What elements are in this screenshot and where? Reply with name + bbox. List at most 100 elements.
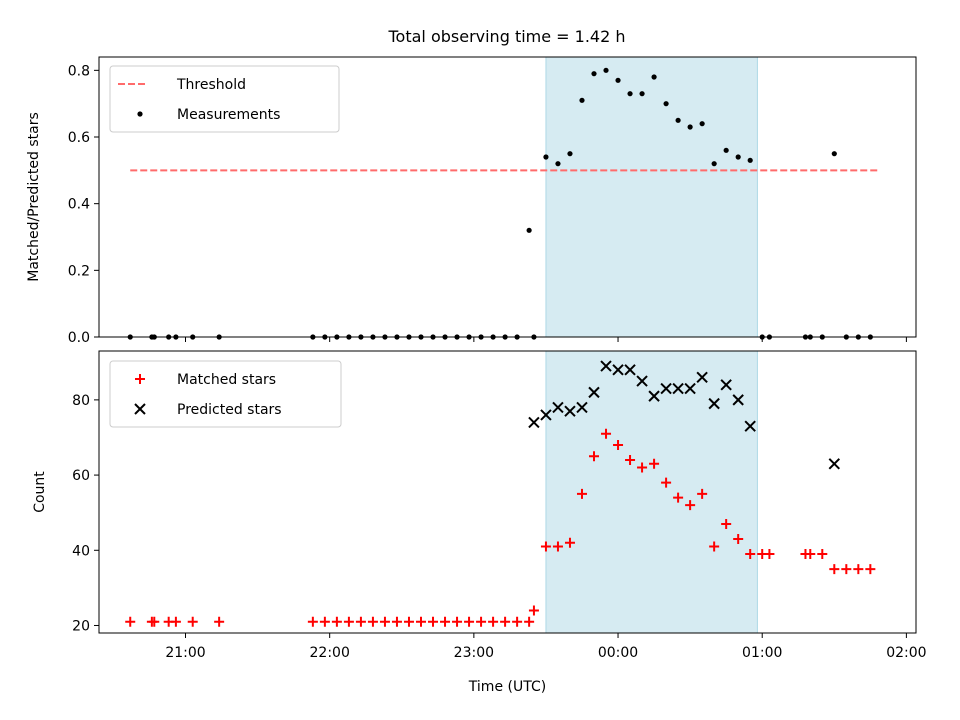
y-tick-label: 60 (72, 468, 90, 484)
matched-stars-point (214, 616, 225, 627)
predicted-stars-point (648, 390, 660, 402)
measurement-point (675, 117, 681, 123)
predicted-stars-point (576, 401, 588, 414)
matched-stars-point (841, 564, 852, 575)
predicted-stars-point (684, 382, 696, 395)
predicted-stars-point (744, 420, 756, 432)
matched-stars-point (187, 616, 198, 627)
matched-stars-point (391, 616, 402, 627)
measurement-point (663, 101, 669, 107)
matched-stars-point (625, 455, 636, 466)
matched-stars-point (379, 616, 390, 627)
matched-stars-point (452, 616, 463, 627)
predicted-stars-point (564, 405, 576, 417)
shaded-region (545, 56, 758, 338)
predicted-stars-point (624, 364, 636, 376)
matched-stars-point (853, 564, 864, 575)
y-tick-label: 80 (72, 393, 90, 409)
y-tick-label: 0.0 (68, 330, 90, 346)
matched-stars-point (403, 616, 414, 627)
legend-label: Predicted stars (177, 402, 282, 418)
measurement-point (747, 157, 753, 163)
matched-stars-point (343, 616, 354, 627)
y-tick-label: 40 (72, 543, 90, 559)
matched-stars-point (331, 616, 342, 627)
matched-stars-point (733, 534, 744, 544)
x-tick-label: 02:00 (886, 645, 926, 661)
measurement-point (543, 154, 549, 160)
legend-measurement-swatch (137, 111, 143, 117)
matched-stars-point (149, 616, 160, 627)
matched-stars-point (488, 616, 499, 627)
matched-stars-point (540, 541, 551, 552)
matched-stars-point (319, 616, 330, 627)
legend-predicted-swatch (134, 403, 146, 415)
matched-stars-point (865, 564, 876, 575)
legend-label: Threshold (176, 77, 246, 93)
predicted-stars-point (732, 394, 744, 406)
measurement-point (831, 151, 837, 157)
matched-stars-point (564, 537, 575, 548)
predicted-stars-point (540, 409, 552, 421)
matched-stars-point (415, 616, 426, 627)
matched-stars-point (476, 616, 487, 627)
measurement-point (735, 154, 741, 160)
matched-stars-point (745, 549, 756, 560)
matched-stars-point (307, 616, 318, 627)
measurement-point (723, 147, 729, 153)
measurement-point (526, 227, 532, 233)
x-axis-label: Time (UTC) (468, 679, 546, 695)
y-tick-label: 0.4 (68, 197, 90, 213)
bottom-axes-frame (98, 350, 917, 634)
predicted-stars-points (528, 360, 841, 470)
y-tick-label: 20 (72, 618, 90, 634)
measurement-point (579, 97, 585, 103)
matched-stars-point (524, 616, 535, 627)
matched-stars-point (552, 541, 563, 552)
top-y-ticks: 0.0 0.2 0.4 0.6 0.8 (68, 63, 99, 346)
matched-stars-point (709, 541, 720, 552)
matched-stars-point (440, 616, 451, 627)
matched-stars-point (817, 549, 828, 560)
matched-stars-point (576, 488, 587, 499)
matched-stars-point (464, 616, 475, 627)
matched-stars-points (125, 428, 876, 627)
top-legend: Threshold Measurements (109, 65, 340, 133)
matched-stars-point (512, 616, 523, 627)
matched-stars-point (697, 488, 708, 499)
bottom-y-ticks: 20 40 60 80 (72, 393, 99, 634)
y-tick-label: 0.6 (68, 130, 90, 146)
measurement-point (651, 74, 657, 80)
matched-stars-point (685, 500, 696, 511)
x-tick-label: 01:00 (742, 645, 782, 661)
predicted-stars-point (708, 397, 720, 410)
predicted-stars-point (552, 401, 564, 414)
predicted-stars-point (828, 458, 841, 470)
matched-stars-point (805, 549, 816, 560)
x-tick-label: 22:00 (310, 645, 350, 661)
top-shaded-region (545, 56, 758, 338)
top-axes-frame (98, 56, 917, 338)
y-tick-label: 0.8 (68, 63, 90, 79)
predicted-stars-point (612, 364, 624, 376)
bottom-y-axis-label: Count (32, 471, 48, 513)
matched-stars-point (355, 616, 366, 627)
bottom-x-ticks: 21:00 22:00 23:00 00:00 01:00 02:00 (165, 633, 927, 661)
predicted-stars-point (528, 416, 540, 429)
x-tick-label: 21:00 (165, 645, 205, 661)
measurement-point (687, 124, 693, 130)
measurement-point (603, 67, 609, 73)
predicted-stars-point (600, 360, 612, 372)
matched-stars-point (528, 605, 539, 616)
legend-box (109, 65, 340, 133)
legend-label: Matched stars (177, 372, 276, 388)
matched-stars-point (673, 492, 684, 503)
chart-title: Total observing time = 1.42 h (387, 27, 625, 46)
matched-stars-point (829, 564, 840, 575)
measurement-point (555, 161, 561, 167)
measurement-point (591, 71, 597, 77)
matched-stars-point (721, 518, 732, 529)
top-panel: 0.00.20.40.60.8 Matched/Predicted stars … (26, 56, 917, 346)
